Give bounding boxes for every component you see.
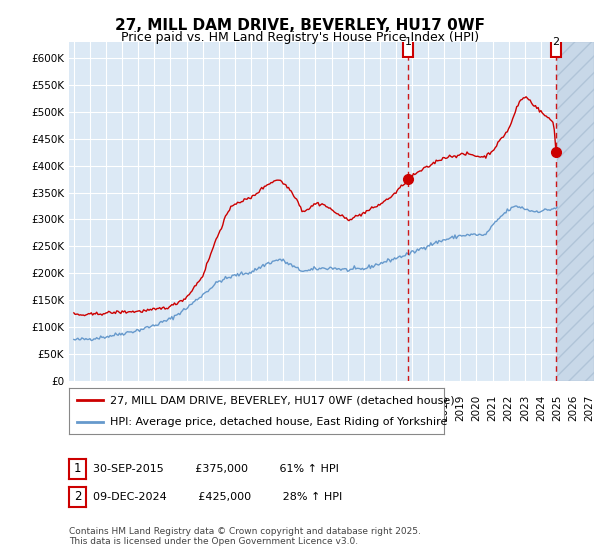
Text: 2015: 2015 <box>391 395 401 422</box>
Text: 1998: 1998 <box>117 395 127 422</box>
FancyBboxPatch shape <box>403 27 413 57</box>
Text: HPI: Average price, detached house, East Riding of Yorkshire: HPI: Average price, detached house, East… <box>110 417 448 427</box>
Text: 2001: 2001 <box>166 395 175 421</box>
Text: 1995: 1995 <box>69 395 79 422</box>
Text: 2008: 2008 <box>278 395 288 421</box>
Text: 2: 2 <box>553 37 560 47</box>
FancyBboxPatch shape <box>551 27 561 57</box>
Text: 1999: 1999 <box>133 395 143 422</box>
Text: 2012: 2012 <box>343 395 353 422</box>
Text: 30-SEP-2015         £375,000         61% ↑ HPI: 30-SEP-2015 £375,000 61% ↑ HPI <box>93 464 339 474</box>
Text: 2021: 2021 <box>488 395 497 422</box>
Text: 2019: 2019 <box>455 395 466 422</box>
Text: 2003: 2003 <box>197 395 208 421</box>
Text: 1997: 1997 <box>101 395 111 422</box>
Text: 2004: 2004 <box>214 395 224 421</box>
Text: 2026: 2026 <box>568 395 578 422</box>
Text: 1: 1 <box>74 462 81 475</box>
Text: 27, MILL DAM DRIVE, BEVERLEY, HU17 0WF (detached house): 27, MILL DAM DRIVE, BEVERLEY, HU17 0WF (… <box>110 395 455 405</box>
Text: 2011: 2011 <box>326 395 337 422</box>
Text: 27, MILL DAM DRIVE, BEVERLEY, HU17 0WF: 27, MILL DAM DRIVE, BEVERLEY, HU17 0WF <box>115 18 485 33</box>
Text: 2027: 2027 <box>584 395 594 422</box>
Text: Price paid vs. HM Land Registry's House Price Index (HPI): Price paid vs. HM Land Registry's House … <box>121 31 479 44</box>
Text: 2010: 2010 <box>310 395 320 421</box>
Text: 1: 1 <box>404 37 412 47</box>
Bar <box>557 42 594 381</box>
Text: 09-DEC-2024         £425,000         28% ↑ HPI: 09-DEC-2024 £425,000 28% ↑ HPI <box>93 492 342 502</box>
Text: 2022: 2022 <box>503 395 514 422</box>
Text: 2014: 2014 <box>375 395 385 422</box>
Text: 2024: 2024 <box>536 395 546 422</box>
Text: 2002: 2002 <box>182 395 191 421</box>
Text: Contains HM Land Registry data © Crown copyright and database right 2025.
This d: Contains HM Land Registry data © Crown c… <box>69 526 421 546</box>
Text: 2016: 2016 <box>407 395 417 422</box>
Text: 2018: 2018 <box>439 395 449 422</box>
Text: 2009: 2009 <box>294 395 304 421</box>
Text: 1996: 1996 <box>85 395 95 422</box>
Text: 2023: 2023 <box>520 395 530 422</box>
Text: 2017: 2017 <box>423 395 433 422</box>
Text: 2005: 2005 <box>230 395 240 421</box>
Text: 2025: 2025 <box>552 395 562 422</box>
Text: 2020: 2020 <box>472 395 481 421</box>
Text: 2000: 2000 <box>149 395 160 421</box>
Text: 2006: 2006 <box>246 395 256 421</box>
Text: 2: 2 <box>74 490 81 503</box>
Text: 2007: 2007 <box>262 395 272 421</box>
Text: 2013: 2013 <box>359 395 369 422</box>
